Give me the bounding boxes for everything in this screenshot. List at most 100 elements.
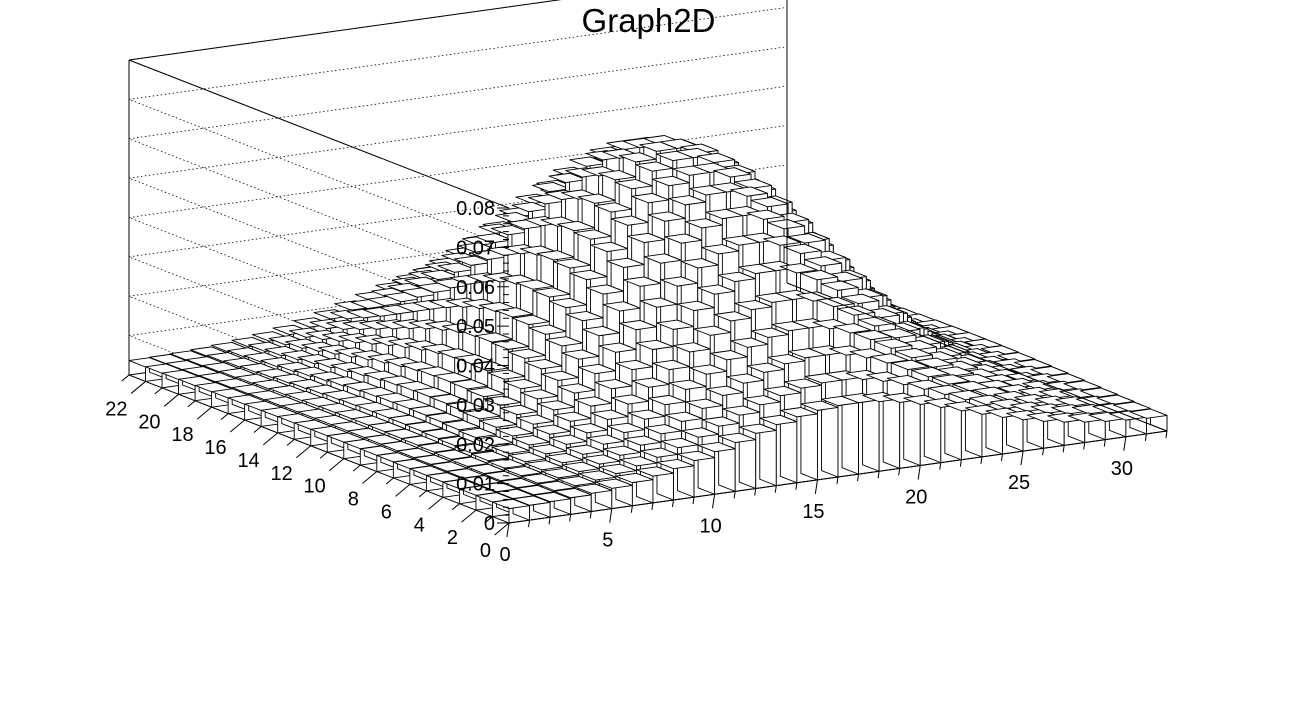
x-tick — [1062, 445, 1065, 453]
x-tick — [857, 474, 860, 482]
lego-bar-top — [544, 336, 583, 347]
lego-bar-top — [635, 161, 674, 172]
y-tick — [296, 445, 312, 459]
lego-bar-top — [664, 411, 703, 422]
lego-bar-top — [738, 423, 777, 434]
x-tick-label: 20 — [905, 487, 927, 509]
lego-bar-top — [874, 338, 913, 349]
lego-bar-top — [730, 337, 769, 348]
lego-bar-top — [467, 463, 506, 474]
x-tick — [506, 522, 510, 538]
x-tick — [877, 471, 880, 479]
lego-bar-top — [491, 339, 530, 350]
lego-bar-top — [783, 378, 822, 389]
lego-bar-top — [504, 465, 543, 477]
x-tick — [528, 520, 531, 528]
x-tick — [1000, 453, 1003, 462]
x-tick — [712, 494, 716, 509]
x-tick — [754, 488, 757, 496]
lego-bar-top — [491, 443, 530, 455]
y-tick — [385, 477, 394, 485]
z-tick-label: 0.08 — [456, 198, 495, 220]
lego-bar-top — [1071, 404, 1110, 415]
lego-bar-top — [833, 323, 872, 334]
lego-bar-top — [651, 175, 690, 187]
lego-bar-top — [598, 342, 637, 353]
lego-bar-top — [532, 181, 571, 193]
lego-bar-top — [787, 233, 826, 244]
lego-bar-top — [503, 378, 542, 390]
lego-bar-top — [483, 470, 522, 482]
lego-bar-top — [640, 447, 678, 458]
lego-bars — [128, 135, 1168, 524]
y-tick — [352, 464, 361, 472]
lego-bar-top — [685, 398, 724, 409]
lego-bar-top — [594, 379, 633, 390]
lego-bar-top — [487, 458, 526, 469]
lego-bar-top — [548, 172, 587, 184]
lego-bar-top — [808, 345, 847, 356]
lego-bar-side — [841, 395, 860, 475]
frame-edge — [128, 374, 510, 524]
x-tick — [1123, 436, 1127, 451]
lego-bar-top — [540, 370, 579, 381]
gridline — [128, 125, 788, 218]
lego-bar-top — [466, 386, 505, 398]
lego-bar-top — [577, 193, 616, 204]
lego-bar-top — [857, 316, 896, 327]
lego-bar-top — [684, 218, 723, 229]
lego-bar-top — [614, 179, 653, 190]
lego-bar-top — [800, 270, 839, 281]
y-tick-label: 16 — [204, 437, 226, 459]
lego-bar-top — [1038, 388, 1077, 399]
lego-bar-top — [643, 253, 682, 264]
x-tick — [1020, 451, 1024, 466]
lego-bar-top — [533, 491, 572, 503]
lego-bar-top — [870, 353, 909, 364]
lego-bar-top — [412, 299, 451, 310]
lego-bar-top — [783, 243, 822, 254]
lego-bar-top — [619, 319, 658, 331]
lego-bar-top — [763, 385, 802, 397]
lego-bar-top — [483, 395, 522, 406]
lego-bar-top — [511, 201, 550, 213]
y-tick — [461, 509, 477, 523]
lego-bar-top — [437, 262, 476, 273]
lego-bar-top — [1046, 373, 1085, 384]
z-tick-label: 0.01 — [456, 474, 495, 496]
lego-bar-top — [434, 449, 473, 460]
x-tick — [609, 508, 613, 523]
z-tick-label: 0 — [484, 513, 495, 535]
y-tick — [395, 484, 411, 497]
lego-bar-top — [618, 152, 657, 163]
x-tick — [548, 517, 551, 525]
lego-bar-top — [841, 293, 880, 304]
x-tick — [898, 468, 901, 476]
lego-bar-top — [561, 461, 600, 472]
lego-bar-top — [717, 271, 756, 282]
lego-bar-top — [763, 235, 802, 246]
lego-bar-top — [606, 257, 645, 268]
lego-bar-top — [631, 377, 670, 388]
lego-bar-top — [454, 354, 493, 365]
lego-bar-top — [623, 435, 662, 446]
x-tick-label: 25 — [1008, 472, 1030, 494]
lego-bar-top — [585, 150, 624, 161]
lego-bar-top — [561, 349, 600, 360]
y-tick — [319, 451, 328, 459]
lego-bar-top — [549, 434, 588, 445]
lego-bar-side — [862, 392, 880, 472]
lego-bar-top — [656, 458, 695, 470]
x-tick — [836, 476, 839, 485]
x-tick — [733, 491, 736, 499]
lego-bar-top — [565, 444, 604, 455]
x-tick — [671, 499, 674, 508]
lego-bar-top — [548, 297, 587, 309]
lego-bar-top — [574, 483, 613, 494]
lego-bar-top — [680, 258, 719, 269]
chart-title: Graph2D — [581, 2, 716, 39]
lego-bar-top — [569, 156, 608, 167]
lego-bar-top — [648, 394, 687, 406]
frame-edge — [128, 0, 562, 61]
